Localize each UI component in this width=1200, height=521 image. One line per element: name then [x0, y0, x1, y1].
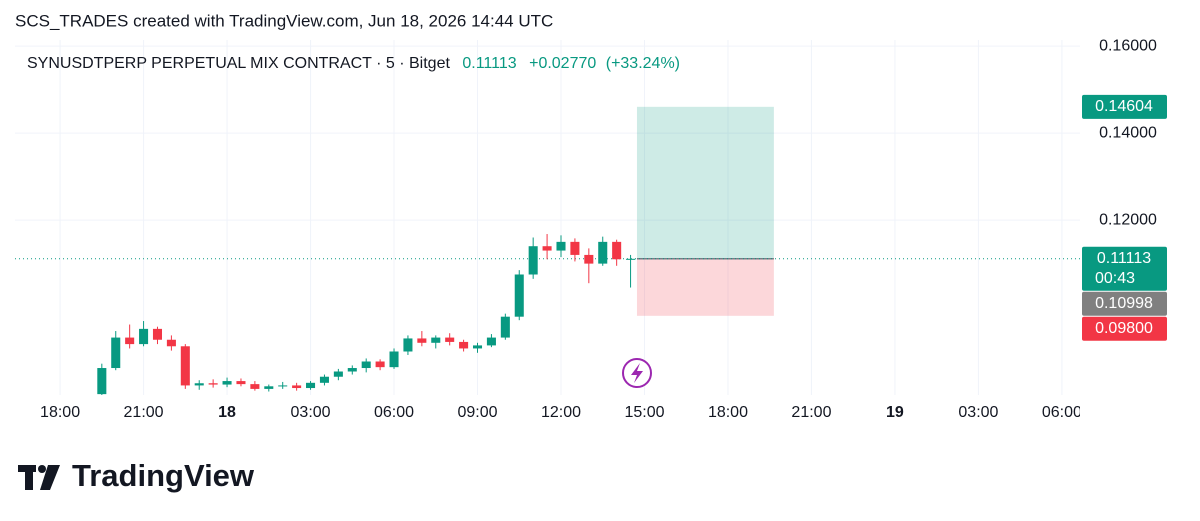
y-axis: 0.16000 0.14000 0.12000 0.14604 0.11113 00:43… [1082, 37, 1167, 341]
candle-body [347, 368, 357, 372]
x-tick-label: 18:00 [40, 404, 80, 421]
y-tick-label: 0.16000 [1099, 37, 1157, 54]
candle-body [598, 241, 608, 264]
candle-body [222, 381, 232, 385]
candle-body [166, 339, 176, 347]
candle-body [375, 361, 385, 368]
x-tick-label: 06:00 [1042, 404, 1082, 421]
candle-body [125, 337, 135, 345]
plot [15, 106, 1080, 395]
candle-body [333, 371, 343, 377]
y-tick-label: 0.12000 [1099, 211, 1157, 228]
candle-body [236, 381, 246, 385]
candle-body [111, 337, 121, 369]
price-label: 0.11113 [1097, 250, 1151, 267]
candle-body [500, 316, 510, 338]
candle-body [278, 385, 288, 387]
target-zone [636, 106, 774, 259]
candle-body [472, 345, 483, 349]
y-tick-label: 0.14000 [1099, 124, 1157, 141]
candle-body [97, 368, 107, 395]
x-tick-label: 09:00 [457, 404, 497, 421]
candle-body [264, 386, 274, 389]
candle-body [292, 385, 302, 389]
candle-body [431, 337, 441, 343]
x-tick-label: 03:00 [291, 404, 331, 421]
candle-body [528, 246, 538, 275]
candle-body [486, 337, 496, 346]
candle-body [626, 258, 636, 260]
candle-body [556, 241, 566, 251]
x-axis: 18:00 21:00 18 03:00 06:00 09:00 12:00 15:00 18:… [40, 404, 1082, 421]
stop-zone [636, 258, 774, 316]
price-label-box [1082, 316, 1167, 341]
price-label: 0.10998 [1095, 295, 1153, 312]
candle-body [361, 361, 371, 369]
candle-body [319, 376, 329, 383]
x-tick-label: 18 [218, 404, 236, 421]
last-price: 0.11113 [462, 55, 516, 72]
candle-body [403, 338, 413, 352]
price-label: 0.09800 [1095, 320, 1153, 337]
candle-body [194, 383, 204, 386]
x-tick-label: 15:00 [624, 404, 664, 421]
candle-body [542, 246, 552, 251]
change-pct: (+33.24%) [606, 55, 680, 72]
x-tick-label: 12:00 [541, 404, 581, 421]
x-tick-label: 21:00 [124, 404, 164, 421]
price-label-box [1082, 291, 1167, 316]
logo-icon [18, 465, 60, 490]
candle-body [459, 341, 469, 349]
x-tick-label: 21:00 [791, 404, 831, 421]
price-label-box [1082, 246, 1167, 291]
candle-body [250, 384, 260, 389]
candle-body [139, 328, 149, 345]
event-icon [622, 358, 652, 388]
candle-body [208, 383, 218, 385]
price-label-box [1082, 94, 1167, 119]
candle-body [389, 351, 399, 368]
symbol-title: SYNUSDTPERP PERPETUAL MIX CONTRACT · 5 ·… [27, 55, 450, 72]
attribution: SCS_TRADES created with TradingView.com,… [15, 11, 553, 30]
x-tick-label: 06:00 [374, 404, 414, 421]
candle-body [152, 328, 163, 340]
logo-text: TradingView [72, 458, 255, 493]
x-tick-label: 19 [886, 404, 904, 421]
price-label: 0.14604 [1095, 98, 1153, 115]
candle-body [445, 337, 455, 342]
grid [15, 40, 1080, 395]
legend: SYNUSDTPERP PERPETUAL MIX CONTRACT · 5 ·… [27, 55, 680, 72]
change: +0.02770 [529, 55, 596, 72]
candle-body [306, 382, 316, 389]
x-tick-label: 18:00 [708, 404, 748, 421]
candle-body [570, 241, 580, 255]
candle-body [180, 346, 190, 386]
candle-body [612, 241, 622, 260]
candle-body [514, 274, 524, 317]
price-label-sub: 00:43 [1095, 270, 1135, 287]
x-tick-label: 03:00 [958, 404, 998, 421]
candle-body [417, 338, 427, 343]
candle-body [584, 254, 594, 264]
